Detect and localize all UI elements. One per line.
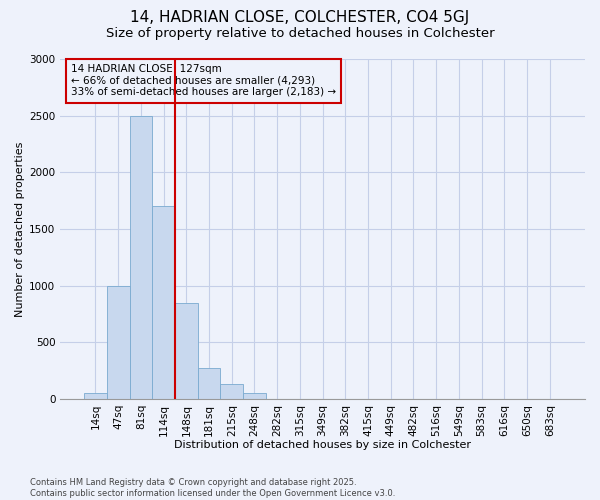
Bar	[130, 116, 152, 399]
X-axis label: Distribution of detached houses by size in Colchester: Distribution of detached houses by size …	[174, 440, 471, 450]
Bar	[107, 286, 130, 399]
Y-axis label: Number of detached properties: Number of detached properties	[15, 142, 25, 316]
Text: Size of property relative to detached houses in Colchester: Size of property relative to detached ho…	[106, 28, 494, 40]
Bar	[220, 384, 243, 399]
Text: Contains HM Land Registry data © Crown copyright and database right 2025.
Contai: Contains HM Land Registry data © Crown c…	[30, 478, 395, 498]
Text: 14 HADRIAN CLOSE: 127sqm
← 66% of detached houses are smaller (4,293)
33% of sem: 14 HADRIAN CLOSE: 127sqm ← 66% of detach…	[71, 64, 336, 98]
Text: 14, HADRIAN CLOSE, COLCHESTER, CO4 5GJ: 14, HADRIAN CLOSE, COLCHESTER, CO4 5GJ	[130, 10, 470, 25]
Bar	[198, 368, 220, 399]
Bar	[175, 302, 198, 399]
Bar	[152, 206, 175, 399]
Bar	[84, 394, 107, 399]
Bar	[243, 394, 266, 399]
